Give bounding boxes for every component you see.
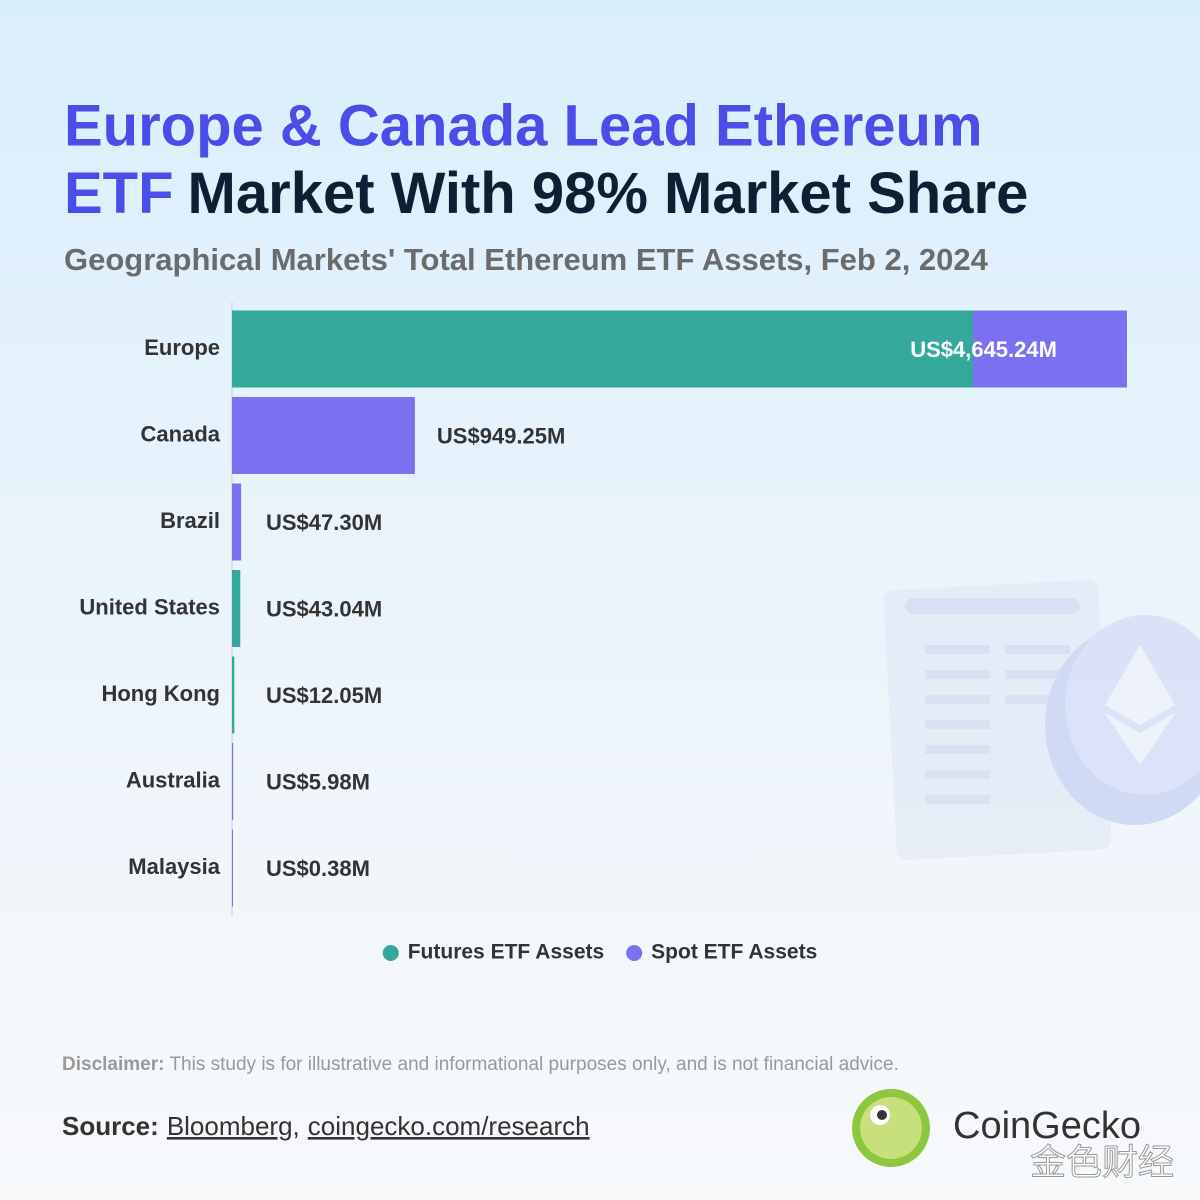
bar-segment	[232, 483, 242, 561]
source: Source: Bloomberg, coingecko.com/research	[62, 1111, 590, 1141]
legend-item: Futures ETF Assets	[382, 941, 604, 964]
bar-segment	[232, 656, 235, 734]
category-label: Hong Kong	[101, 681, 220, 706]
brand-logo	[852, 1089, 930, 1167]
value-label: US$5.98M	[266, 769, 370, 794]
title-accent: ETF	[64, 161, 174, 226]
disclaimer-text: This study is for illustrative and infor…	[169, 1054, 898, 1075]
bar-segment	[232, 397, 415, 474]
title-line: ETF Market With 98% Market Share	[64, 161, 1028, 226]
decoration	[883, 580, 1200, 860]
source-separator: ,	[293, 1111, 300, 1141]
category-label: Canada	[141, 421, 221, 446]
bar-segment	[232, 570, 241, 647]
source-link[interactable]: coingecko.com/research	[308, 1111, 590, 1141]
category-label: Malaysia	[128, 854, 220, 879]
watermark: 金色财经	[1030, 1142, 1174, 1183]
legend-swatch	[382, 945, 399, 961]
bar-segment	[232, 310, 974, 388]
value-label: US$949.25M	[437, 423, 565, 448]
category-label: Brazil	[160, 508, 220, 533]
value-label: US$47.30M	[266, 510, 382, 535]
value-label: US$4,645.24M	[910, 337, 1057, 362]
brand-name: CoinGecko	[953, 1105, 1141, 1147]
bar-segment	[973, 310, 1127, 388]
source-link[interactable]: Bloomberg	[167, 1111, 293, 1141]
value-label: US$0.38M	[266, 856, 370, 881]
legend-label: Spot ETF Assets	[651, 941, 817, 964]
legend: Futures ETF Assets Spot ETF Assets	[382, 941, 817, 964]
category-label: Australia	[126, 767, 221, 792]
category-label: United States	[79, 594, 220, 619]
disclaimer: Disclaimer: This study is for illustrativ…	[62, 1054, 899, 1075]
title-line: Europe & Canada Lead Ethereum	[64, 93, 983, 158]
legend-swatch	[626, 945, 643, 961]
value-label: US$12.05M	[266, 683, 382, 708]
legend-item: Spot ETF Assets	[626, 941, 817, 964]
disclaimer-label: Disclaimer:	[62, 1054, 164, 1075]
bar-segment	[232, 743, 234, 820]
source-label: Source:	[62, 1111, 159, 1141]
bar-segment	[232, 829, 233, 907]
value-label: US$43.04M	[266, 596, 382, 621]
plot: Europe US$4,645.24M Canada US$949.25M Brazil…	[79, 310, 1127, 907]
legend-label: Futures ETF Assets	[408, 941, 604, 964]
category-label: Europe	[144, 335, 220, 360]
title-rest: Market With 98% Market Share	[188, 161, 1029, 226]
subtitle: Geographical Markets' Total Ethereum ETF…	[64, 242, 989, 277]
